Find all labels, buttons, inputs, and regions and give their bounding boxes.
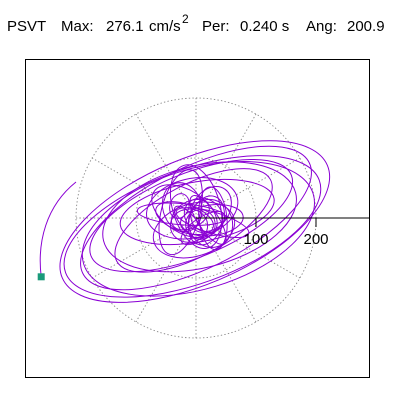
orbit-core-18 <box>151 184 218 239</box>
marker-layer <box>37 273 45 281</box>
orbit-ring-4 <box>81 161 315 297</box>
header-max-unit: cm/s <box>149 18 181 35</box>
header-max-label: Max: <box>61 18 94 35</box>
axes <box>196 217 370 227</box>
orbit-ring-6 <box>102 161 297 273</box>
orbit-core-19 <box>198 186 228 251</box>
header-max-value: 276.1 <box>106 18 144 35</box>
orbit-ring-8 <box>119 178 275 246</box>
tick-labels: 100 200 <box>243 231 328 248</box>
orbit-ring-1 <box>59 140 331 303</box>
x-tick-label-100: 100 <box>243 231 268 248</box>
header-period-value: 0.240 s <box>240 18 290 35</box>
header-psvt: PSVT <box>7 18 47 35</box>
orbit-tail <box>39 181 77 277</box>
orbit-core-14 <box>175 207 250 239</box>
header-period-label: Per: <box>202 18 230 35</box>
orbit-core-22 <box>161 182 203 233</box>
x-tick-label-200: 200 <box>303 231 328 248</box>
header: PSVT Max: 276.1 cm/s 2 Per: 0.240 s Ang:… <box>0 12 400 48</box>
header-angle-value: 200.9 <box>347 18 385 35</box>
orbit-ring-3 <box>80 145 312 291</box>
orbit-core-21 <box>169 208 209 243</box>
orbit-traces <box>39 140 331 303</box>
peak-marker <box>37 273 45 281</box>
header-angle-label: Ang: <box>306 18 337 35</box>
header-max-exponent: 2 <box>182 12 189 26</box>
